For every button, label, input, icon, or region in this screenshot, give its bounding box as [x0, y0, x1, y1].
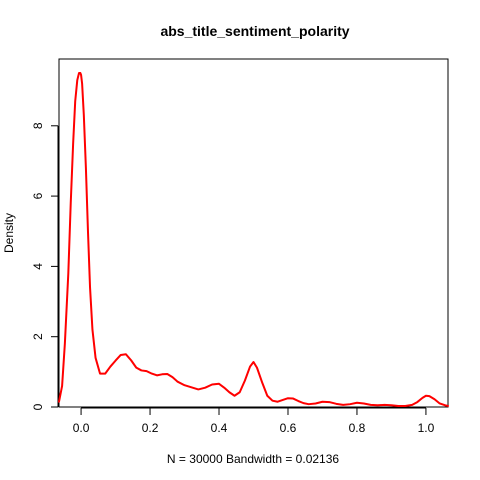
- x-axis: 0.0 0.2 0.4 0.6 0.8 1.0: [73, 407, 435, 435]
- x-tick-label: 0.6: [280, 421, 297, 435]
- y-tick-label: 8: [31, 122, 45, 129]
- y-tick-label: 6: [31, 192, 45, 199]
- x-tick-label: 0.8: [349, 421, 366, 435]
- y-tick-label: 0: [31, 403, 45, 410]
- x-tick-label: 0.4: [211, 421, 228, 435]
- plot-frame: [58, 58, 449, 408]
- y-tick-label: 4: [31, 263, 45, 270]
- x-tick-label: 0.2: [142, 421, 159, 435]
- x-axis-label: N = 30000 Bandwidth = 0.02136: [167, 452, 339, 466]
- x-tick-label: 1.0: [418, 421, 435, 435]
- chart-title: abs_title_sentiment_polarity: [160, 23, 349, 39]
- x-tick-label: 0.0: [73, 421, 90, 435]
- density-curve: [58, 72, 449, 407]
- y-tick-label: 2: [31, 333, 45, 340]
- y-axis: 0 2 4 6 8: [31, 122, 59, 410]
- y-axis-label: Density: [2, 213, 16, 253]
